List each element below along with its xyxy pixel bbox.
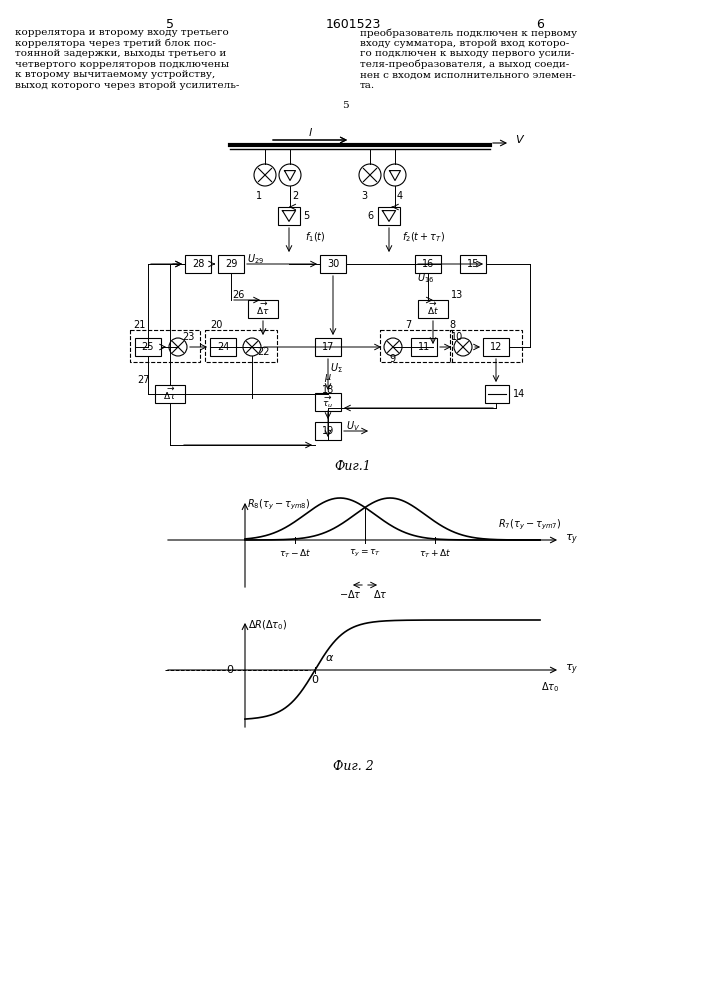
Text: $\tau_y$: $\tau_y$ (565, 663, 578, 677)
Text: 12: 12 (490, 342, 502, 352)
Text: 19: 19 (322, 426, 334, 436)
Bar (450, 330, 522, 362)
Text: $\Delta R(\Delta\tau_0)$: $\Delta R(\Delta\tau_0)$ (248, 618, 287, 632)
Bar (415, 255, 441, 273)
Bar (418, 300, 448, 318)
Text: 2: 2 (292, 191, 298, 201)
Text: $R_7(\tau_y - \tau_{ym7})$: $R_7(\tau_y - \tau_{ym7})$ (498, 518, 562, 532)
Text: $\tau_y$: $\tau_y$ (565, 533, 578, 547)
Text: 8: 8 (449, 320, 455, 330)
Bar (130, 330, 200, 362)
Text: 27: 27 (137, 375, 150, 385)
Bar (378, 207, 400, 225)
Text: $U_V$: $U_V$ (346, 419, 360, 433)
Bar (205, 330, 277, 362)
Text: 9: 9 (389, 354, 395, 364)
Bar (248, 300, 278, 318)
Text: $U_{16}$: $U_{16}$ (417, 271, 434, 285)
Bar (135, 338, 161, 356)
Text: 30: 30 (327, 259, 339, 269)
Text: 6: 6 (536, 18, 544, 31)
Text: 20: 20 (210, 320, 223, 330)
Bar (315, 422, 341, 440)
Text: $\tau_T - \Delta t$: $\tau_T - \Delta t$ (279, 548, 311, 560)
Text: 4: 4 (397, 191, 403, 201)
Bar (185, 255, 211, 273)
Text: l: l (308, 128, 312, 138)
Text: 11: 11 (418, 342, 430, 352)
Text: $\overrightarrow{\Delta\tau}$: $\overrightarrow{\Delta\tau}$ (256, 301, 270, 317)
Text: 5: 5 (166, 18, 174, 31)
Text: 16: 16 (422, 259, 434, 269)
Text: 23: 23 (182, 332, 194, 342)
Bar (485, 385, 509, 403)
Text: 22: 22 (257, 347, 269, 357)
Text: 1: 1 (256, 191, 262, 201)
Text: коррелятора и второму входу третьего
коррелятора через третий блок пос-
тоянной : коррелятора и второму входу третьего кор… (15, 28, 240, 90)
Text: 18: 18 (322, 385, 334, 395)
Text: $\Delta\tau$: $\Delta\tau$ (373, 588, 387, 600)
Text: 14: 14 (513, 389, 525, 399)
Bar (483, 338, 509, 356)
Text: Фиг. 2: Фиг. 2 (332, 760, 373, 773)
Text: преобразователь подключен к первому
входу сумматора, второй вход которо-
го подк: преобразователь подключен к первому вход… (360, 28, 577, 90)
Text: $\tau_T + \Delta t$: $\tau_T + \Delta t$ (419, 548, 451, 560)
Text: 13: 13 (451, 290, 463, 300)
Text: 0: 0 (226, 665, 233, 675)
Text: 5: 5 (303, 211, 309, 221)
Bar (380, 330, 452, 362)
Text: $R_8(\tau_y - \tau_{ym8})$: $R_8(\tau_y - \tau_{ym8})$ (247, 498, 310, 512)
Text: 6: 6 (367, 211, 373, 221)
Bar (320, 255, 346, 273)
Text: $\mu$: $\mu$ (324, 372, 332, 384)
Text: V: V (515, 135, 522, 145)
Text: $\Delta\tau_0$: $\Delta\tau_0$ (541, 680, 559, 694)
Text: $U_{\Sigma}$: $U_{\Sigma}$ (330, 361, 343, 375)
Bar (155, 385, 185, 403)
Text: 26: 26 (233, 290, 245, 300)
Bar (315, 338, 341, 356)
Bar (278, 207, 300, 225)
Text: 7: 7 (405, 320, 411, 330)
Text: $\alpha$: $\alpha$ (325, 653, 334, 663)
Text: 25: 25 (141, 342, 154, 352)
Bar (411, 338, 437, 356)
Text: 1601523: 1601523 (325, 18, 380, 31)
Text: 3: 3 (361, 191, 367, 201)
Text: 5: 5 (341, 101, 349, 109)
Text: 21: 21 (133, 320, 146, 330)
Text: 15: 15 (467, 259, 479, 269)
Bar (315, 393, 341, 411)
Text: 0: 0 (312, 675, 318, 685)
Text: $\tau_y = \tau_T$: $\tau_y = \tau_T$ (349, 548, 381, 559)
Text: $U_{29}$: $U_{29}$ (247, 252, 264, 266)
Text: $\overrightarrow{\Delta t}$: $\overrightarrow{\Delta t}$ (427, 301, 439, 317)
Bar (218, 255, 244, 273)
Bar (460, 255, 486, 273)
Text: 17: 17 (322, 342, 334, 352)
Text: 29: 29 (225, 259, 237, 269)
Text: 10: 10 (451, 332, 463, 342)
Text: $f_2(t+\tau_T)$: $f_2(t+\tau_T)$ (402, 230, 445, 244)
Text: 28: 28 (192, 259, 204, 269)
Text: $\overrightarrow{\tau_u}$: $\overrightarrow{\tau_u}$ (322, 394, 334, 410)
Text: $\overrightarrow{\Delta\tau}$: $\overrightarrow{\Delta\tau}$ (163, 386, 177, 402)
Bar (210, 338, 236, 356)
Text: Фиг.1: Фиг.1 (334, 460, 371, 473)
Text: 24: 24 (217, 342, 229, 352)
Text: $f_1(t)$: $f_1(t)$ (305, 230, 326, 244)
Text: $-\Delta\tau$: $-\Delta\tau$ (339, 588, 361, 600)
